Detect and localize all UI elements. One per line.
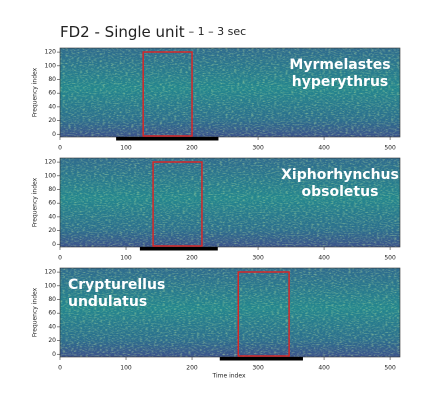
species-label-line: Xiphorhynchus: [281, 167, 399, 183]
y-axis-label: Frequency index: [32, 177, 39, 227]
y-tick-label: 120: [45, 49, 57, 56]
plot-frame: [59, 47, 401, 138]
spectrogram-noise: [60, 158, 400, 247]
spectrogram-panel: 0 20 40 60 80 100 120 0 100 200 300 400 500 Frequency…: [32, 47, 401, 152]
x-tick-label: 200: [186, 365, 198, 372]
x-tick-label: 500: [384, 145, 396, 152]
title: FD2 - Single unit – 1 – 3 sec: [60, 23, 246, 41]
y-tick-label: 0: [52, 241, 56, 248]
x-tick-label: 400: [318, 255, 330, 262]
plot-frame: [59, 157, 401, 248]
species-label: Crypturellus undulatus: [68, 277, 165, 310]
y-tick-label: 60: [48, 310, 56, 317]
species-label: Xiphorhynchus obsoletus: [281, 167, 399, 200]
species-label-line: Myrmelastes: [289, 57, 390, 73]
y-tick-label: 20: [48, 227, 56, 234]
y-tick-label: 20: [48, 117, 56, 124]
highlight-box: [152, 161, 203, 247]
x-tick-label: 0: [58, 255, 62, 262]
y-tick-label: 0: [52, 131, 56, 138]
spectrogram-panel: 0 20 40 60 80 100 120 0 100 200 300 400 500 Frequency…: [32, 157, 401, 262]
x-tick-label: 400: [318, 145, 330, 152]
x-tick-label: 100: [120, 145, 132, 152]
x-tick-label: 300: [252, 255, 264, 262]
species-label-line: hyperythrus: [292, 74, 389, 90]
y-tick-label: 0: [52, 351, 56, 358]
y-axis-label: Frequency index: [32, 67, 39, 117]
y-tick-label: 120: [45, 159, 57, 166]
x-tick-label: 100: [120, 255, 132, 262]
y-tick-label: 40: [48, 323, 56, 330]
y-tick-label: 60: [48, 90, 56, 97]
time-bar: [219, 357, 303, 361]
spectrogram-panel: 0 20 40 60 80 100 120 0 100 200 300 400 500 Frequency…: [32, 267, 401, 372]
y-tick-label: 100: [45, 282, 57, 289]
y-tick-label: 20: [48, 337, 56, 344]
x-tick-label: 0: [58, 145, 62, 152]
x-tick-label: 200: [186, 255, 198, 262]
x-tick-label: 300: [252, 145, 264, 152]
y-tick-label: 80: [48, 296, 56, 303]
x-tick-label: 400: [318, 365, 330, 372]
species-label-line: undulatus: [68, 294, 147, 310]
species-label-line: Crypturellus: [68, 277, 165, 293]
x-tick-label: 300: [252, 365, 264, 372]
y-axis-label: Frequency index: [32, 287, 39, 337]
spectrogram-noise: [60, 268, 400, 357]
y-tick-label: 40: [48, 103, 56, 110]
x-tick-label: 500: [384, 255, 396, 262]
x-axis-label: Time index: [211, 373, 245, 380]
species-label-line: obsoletus: [302, 184, 379, 200]
time-bar: [139, 247, 218, 251]
species-label: Myrmelastes hyperythrus: [289, 57, 390, 90]
y-tick-label: 80: [48, 186, 56, 193]
x-tick-label: 0: [58, 365, 62, 372]
y-tick-label: 100: [45, 62, 57, 69]
y-tick-label: 100: [45, 172, 57, 179]
time-bar: [116, 137, 219, 141]
subtitle: – 1 – 3 sec: [189, 25, 247, 38]
y-tick-label: 120: [45, 269, 57, 276]
highlight-box: [142, 51, 193, 137]
y-tick-label: 40: [48, 213, 56, 220]
spectrogram-noise: [60, 48, 400, 137]
highlight-box: [237, 271, 290, 357]
x-tick-label: 100: [120, 365, 132, 372]
x-tick-label: 200: [186, 145, 198, 152]
y-tick-label: 80: [48, 76, 56, 83]
x-tick-label: 500: [384, 365, 396, 372]
y-tick-label: 60: [48, 200, 56, 207]
